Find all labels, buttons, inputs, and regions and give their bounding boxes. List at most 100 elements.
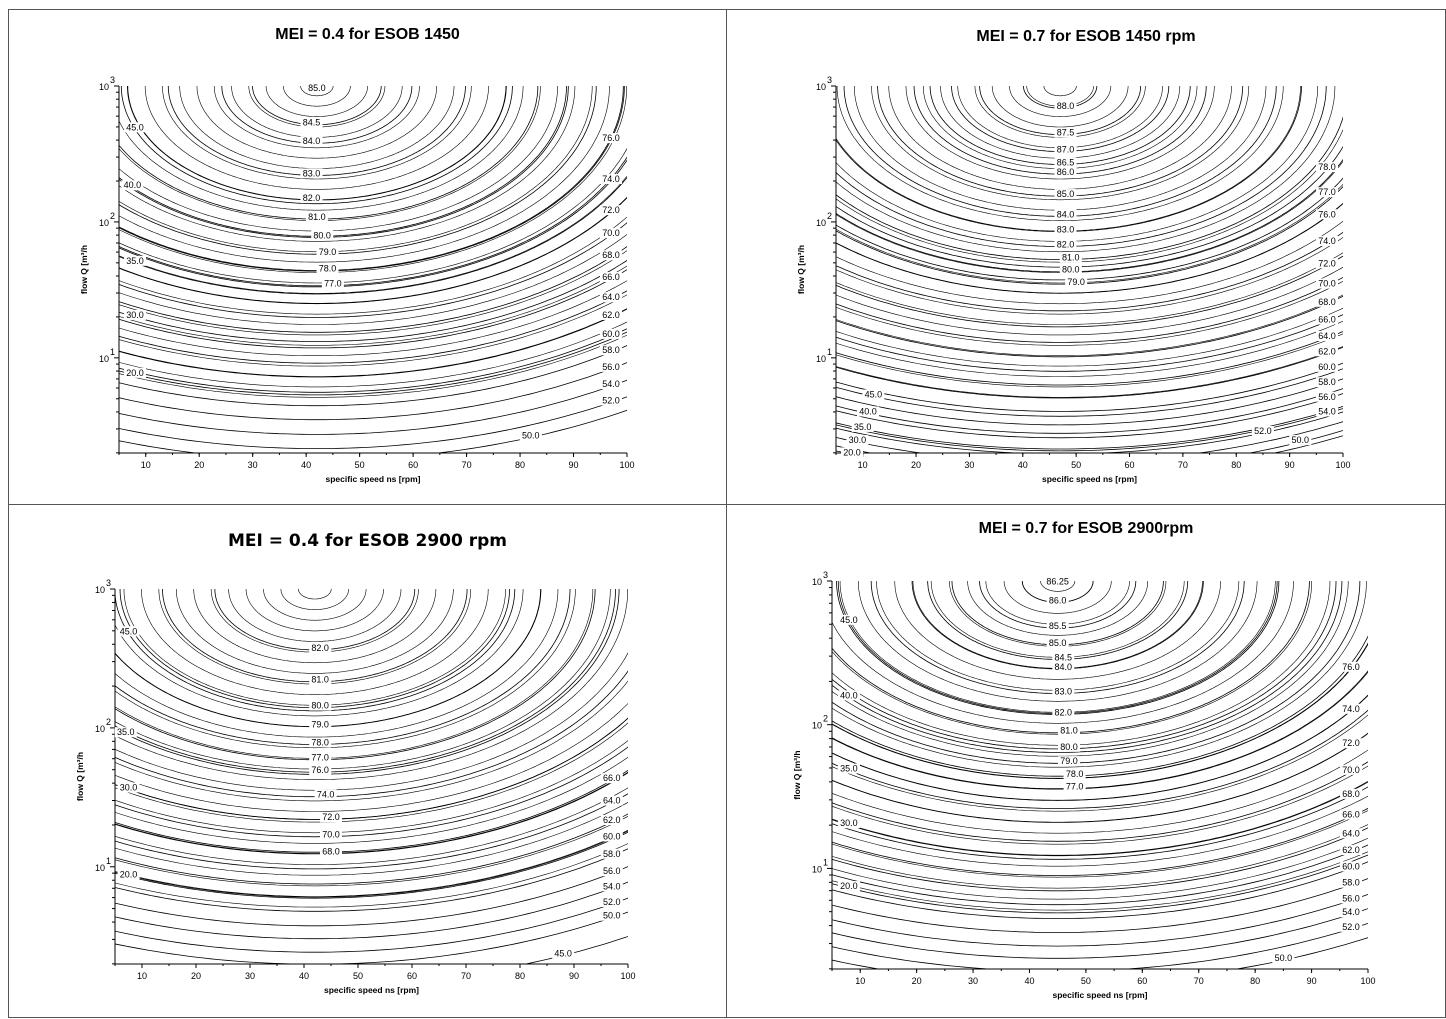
contour-line-minor (836, 320, 1343, 377)
contour-line (119, 308, 627, 378)
contour-label: 78.0 (319, 263, 337, 273)
y-tick-exponent: 3 (106, 578, 111, 588)
contour-line-minor (162, 86, 472, 180)
contour-label: 72.0 (1318, 258, 1336, 268)
x-axis-label: specific speed ns [rpm] (1042, 474, 1137, 484)
contour-line (832, 893, 1368, 947)
contour-line-minor (115, 589, 576, 749)
contour-label: 76.0 (1318, 209, 1336, 219)
contour-line-minor (119, 250, 627, 336)
contour-label: 76.0 (602, 133, 620, 143)
contour-line (836, 231, 1343, 312)
contour-label-bg (1251, 425, 1274, 436)
x-tick-label: 20 (191, 971, 201, 981)
contour-label-bg (1046, 576, 1069, 587)
contour-label: 45.0 (120, 626, 138, 636)
contour-label-bg (1054, 144, 1077, 155)
contour-line-minor (231, 86, 403, 138)
contour-label: 78.0 (1066, 769, 1084, 779)
contour-label-bg (1052, 707, 1075, 718)
contour-label: 82.0 (311, 643, 329, 653)
contour-label-bg (599, 272, 622, 283)
contour-label: 77.0 (324, 279, 342, 289)
contour-label-bg (1340, 845, 1363, 856)
contour-label: 62.0 (1318, 346, 1336, 356)
y-tick-exponent: 1 (106, 856, 111, 866)
x-tick-label: 10 (141, 460, 151, 470)
x-tick-label: 90 (1285, 460, 1295, 470)
y-tick-label: 10 (816, 218, 826, 228)
contour-label: 45.0 (554, 948, 572, 958)
contour-label-bg (1340, 921, 1363, 932)
contour-line-minor (119, 216, 627, 315)
contour-line-minor (832, 837, 1368, 900)
contour-label: 30.0 (840, 818, 858, 828)
contour-label: 84.0 (303, 136, 321, 146)
contour-label-bg (837, 614, 860, 625)
contour-label: 82.0 (1057, 239, 1075, 249)
contour-line-minor (115, 589, 628, 780)
contour-label-bg (1272, 953, 1295, 964)
x-axis-label: specific speed ns [rpm] (1053, 990, 1148, 1000)
contour-label: 58.0 (603, 849, 621, 859)
contour-line (119, 222, 627, 318)
y-tick-exponent: 1 (827, 347, 832, 357)
contour-line (832, 854, 1368, 914)
contour-label: 79.0 (1060, 756, 1078, 766)
contour-label: 35.0 (840, 764, 858, 774)
y-tick-label: 10 (812, 721, 822, 731)
contour-line (832, 635, 1368, 777)
contour-label: 84.5 (303, 118, 321, 128)
contour-label: 85.0 (1057, 189, 1075, 199)
contour-label: 60.0 (602, 329, 620, 339)
contour-label-bg (552, 948, 575, 959)
y-tick-label: 10 (99, 218, 109, 228)
contour-line (832, 581, 1310, 734)
contour-line (119, 328, 627, 393)
contour-label-bg (320, 829, 342, 840)
contour-line (832, 807, 1368, 876)
contour-label-bg (1340, 893, 1363, 904)
contour-label-bg (1065, 276, 1088, 287)
contour-label: 86.0 (1057, 167, 1075, 177)
contour-label: 35.0 (126, 256, 144, 266)
contour-line-minor (894, 581, 1221, 680)
x-tick-label: 30 (245, 971, 255, 981)
contour-line-minor (119, 265, 627, 346)
contour-label: 56.0 (1342, 893, 1360, 903)
x-tick-label: 40 (1024, 976, 1034, 986)
contour-label-bg (1315, 346, 1338, 357)
contour-label-bg (124, 122, 147, 133)
contour-line (119, 331, 627, 396)
contour-label: 50.0 (522, 430, 540, 440)
contour-label: 54.0 (602, 379, 620, 389)
contour-label: 72.0 (1342, 738, 1360, 748)
contour-label: 80.0 (1062, 265, 1080, 275)
y-axis-label: flow Q [m³/h (796, 245, 806, 294)
contour-label-bg (599, 174, 622, 185)
contour-label: 86.0 (1049, 595, 1067, 605)
contour-label-bg (1315, 258, 1338, 269)
contour-line-minor (119, 86, 610, 263)
contour-label-bg (300, 168, 323, 179)
contour-line (836, 314, 1343, 372)
contour-line-minor (228, 589, 402, 642)
contour-label: 78.0 (1318, 162, 1336, 172)
x-tick-label: 10 (858, 460, 868, 470)
contour-label: 52.0 (1254, 426, 1272, 436)
contour-label: 79.0 (319, 247, 337, 257)
contour-line-minor (832, 765, 1368, 845)
x-tick-label: 100 (1360, 976, 1375, 986)
contour-line (119, 159, 627, 288)
contour-line-minor (119, 234, 627, 325)
contour-line-minor (115, 680, 628, 802)
contour-label: 66.0 (602, 272, 620, 282)
contour-label: 86.25 (1046, 577, 1069, 587)
contour-label-bg (309, 642, 332, 653)
contour-line-minor (119, 334, 627, 398)
x-axis-label: specific speed ns [rpm] (326, 474, 421, 484)
x-tick-label: 80 (1250, 976, 1260, 986)
contour-label-bg (1054, 127, 1077, 138)
contour-line-minor (115, 703, 628, 812)
